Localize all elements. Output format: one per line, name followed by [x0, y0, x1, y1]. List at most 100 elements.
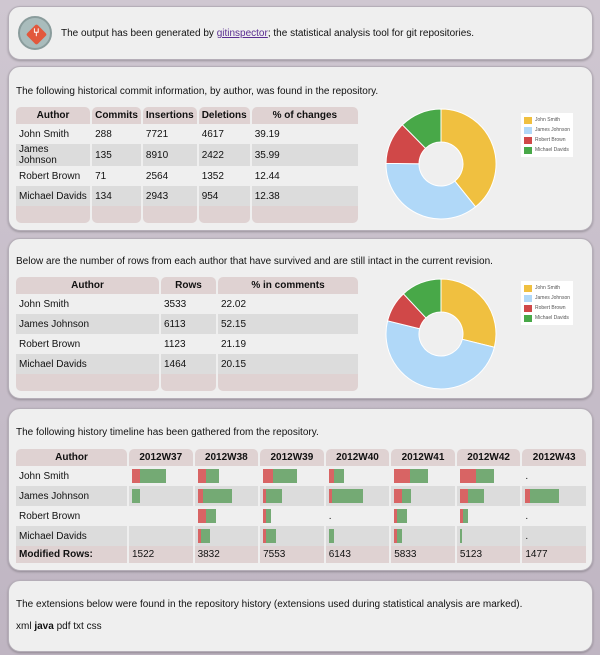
modified-rows-value: 7553	[260, 546, 324, 563]
timeline-cell	[195, 466, 259, 486]
pie-slice-michael-davids	[401, 108, 442, 150]
extensions-list: xml java pdf txt css	[16, 621, 102, 632]
table-body: John Smith 288 7721 4617 39.19 James Johnson 1…	[16, 124, 358, 206]
removed-bar	[459, 509, 463, 523]
table-cell: 8910	[142, 144, 197, 166]
legend-item: Robert Brown	[524, 135, 570, 145]
table-cell: 12.44	[254, 170, 280, 182]
week-header: 2012W42	[456, 449, 521, 466]
pie-slice-john-smith	[440, 108, 497, 208]
column-header: Author	[16, 277, 159, 294]
added-bar	[397, 529, 403, 543]
table-cell: John Smith	[19, 298, 70, 310]
added-bar	[462, 509, 468, 523]
table-cell: 135	[92, 144, 141, 166]
table-cell: 3533	[164, 298, 187, 310]
footer-cell	[161, 374, 216, 391]
removed-bar	[263, 529, 267, 543]
blame-legend: John Smith James Johnson Robert Brown Micha…	[521, 281, 574, 325]
removed-bar	[197, 489, 203, 503]
table-row: Robert Brown..	[16, 506, 586, 526]
timeline-cell	[260, 506, 324, 526]
footer-cell	[218, 374, 358, 391]
removed-bar	[459, 489, 468, 503]
modified-rows-value: 6143	[325, 546, 390, 563]
table-row: John Smith 288 7721 4617 39.19	[16, 124, 358, 144]
timeline-cell	[456, 526, 521, 546]
extension-item: css	[86, 621, 102, 632]
header-panel: ⑂ The output has been generated by gitin…	[8, 6, 593, 60]
timeline-cell	[129, 466, 193, 486]
legend-item: John Smith	[524, 283, 570, 293]
removed-bar	[394, 529, 398, 543]
footer-row	[16, 374, 358, 391]
extensions-panel: The extensions below were found in the r…	[8, 580, 593, 652]
week-header: 2012W40	[325, 449, 390, 466]
timeline-cell	[522, 486, 586, 506]
removed-bar	[525, 489, 531, 503]
table-cell: 39.19	[254, 128, 280, 140]
added-bar	[467, 489, 484, 503]
author-cell: Robert Brown	[19, 510, 81, 522]
table-cell: 954	[198, 186, 250, 206]
legend-item: John Smith	[524, 115, 570, 125]
table-footer	[16, 374, 358, 391]
footer-cell	[142, 206, 197, 223]
added-bar	[200, 529, 211, 543]
legend-label: Robert Brown	[535, 305, 566, 311]
table-row: Michael Davids 1464 20.15	[16, 354, 358, 374]
added-bar	[331, 489, 363, 503]
pie-slice-michael-davids	[402, 278, 442, 319]
changes-table: Author Commits Insertions Deletions% of cha…	[14, 107, 360, 223]
extension-item: txt	[73, 621, 84, 632]
table-body: John Smith 3533 22.02 James Johnson 6113 52.1…	[16, 294, 358, 374]
table-cell: Robert Brown	[19, 338, 81, 350]
added-bar	[205, 469, 219, 483]
column-header: Insertions	[142, 107, 197, 124]
intro-text: The output has been generated by gitinsp…	[61, 28, 475, 39]
header-row: Author 2012W37 2012W38 2012W39 2012W40 2012W4…	[16, 449, 586, 466]
footer-cell	[198, 206, 250, 223]
removed-bar	[394, 489, 403, 503]
table-row: Michael Davids 134 2943 954 12.38	[16, 186, 358, 206]
column-header: Deletions	[198, 107, 250, 124]
gitinspector-link[interactable]: gitinspector	[216, 28, 268, 39]
table-cell: Michael Davids	[16, 354, 159, 374]
modified-rows-row: Modified Rows: 1522 3832 7553 6143 5833 5123 14…	[16, 546, 586, 563]
legend-item: James Johnson	[524, 125, 570, 135]
timeline-cell	[456, 486, 521, 506]
removed-bar	[132, 469, 141, 483]
timeline-cell	[129, 486, 193, 506]
column-header: % of changes	[251, 107, 358, 124]
extensions-intro: The extensions below were found in the r…	[16, 599, 523, 610]
removed-bar	[263, 509, 267, 523]
changes-legend: John Smith James Johnson Robert Brown Micha…	[521, 113, 574, 157]
legend-swatch	[524, 314, 532, 322]
footer-cell	[16, 206, 91, 223]
timeline-cell	[391, 486, 455, 506]
legend-swatch	[524, 304, 532, 312]
timeline-cell	[195, 506, 259, 526]
table-cell: 7721	[145, 128, 169, 140]
legend-item: Michael Davids	[524, 313, 570, 323]
pie-slice-james-johnson	[385, 320, 495, 390]
blame-pie-chart	[385, 278, 497, 390]
table-cell: 1464	[161, 354, 216, 374]
legend-label: James Johnson	[535, 295, 571, 301]
footer-cell	[251, 206, 358, 223]
table-cell: 1352	[201, 170, 224, 182]
legend-item: James Johnson	[524, 293, 570, 303]
column-header: Author	[16, 449, 127, 466]
blame-panel: Below are the number of rows from each a…	[8, 238, 593, 399]
added-bar	[402, 489, 411, 503]
table-cell: 4617	[201, 128, 224, 140]
table-cell: 6113	[161, 314, 216, 334]
table-cell: 2422	[198, 144, 250, 166]
added-bar	[202, 489, 232, 503]
removed-bar	[263, 489, 267, 503]
modified-rows-value: 3832	[194, 546, 259, 563]
table-row: James Johnson 135 8910 2422 35.99	[16, 144, 358, 166]
legend-label: John Smith	[535, 117, 561, 123]
table-cell: 288	[95, 128, 112, 140]
extension-item: java	[34, 621, 54, 632]
